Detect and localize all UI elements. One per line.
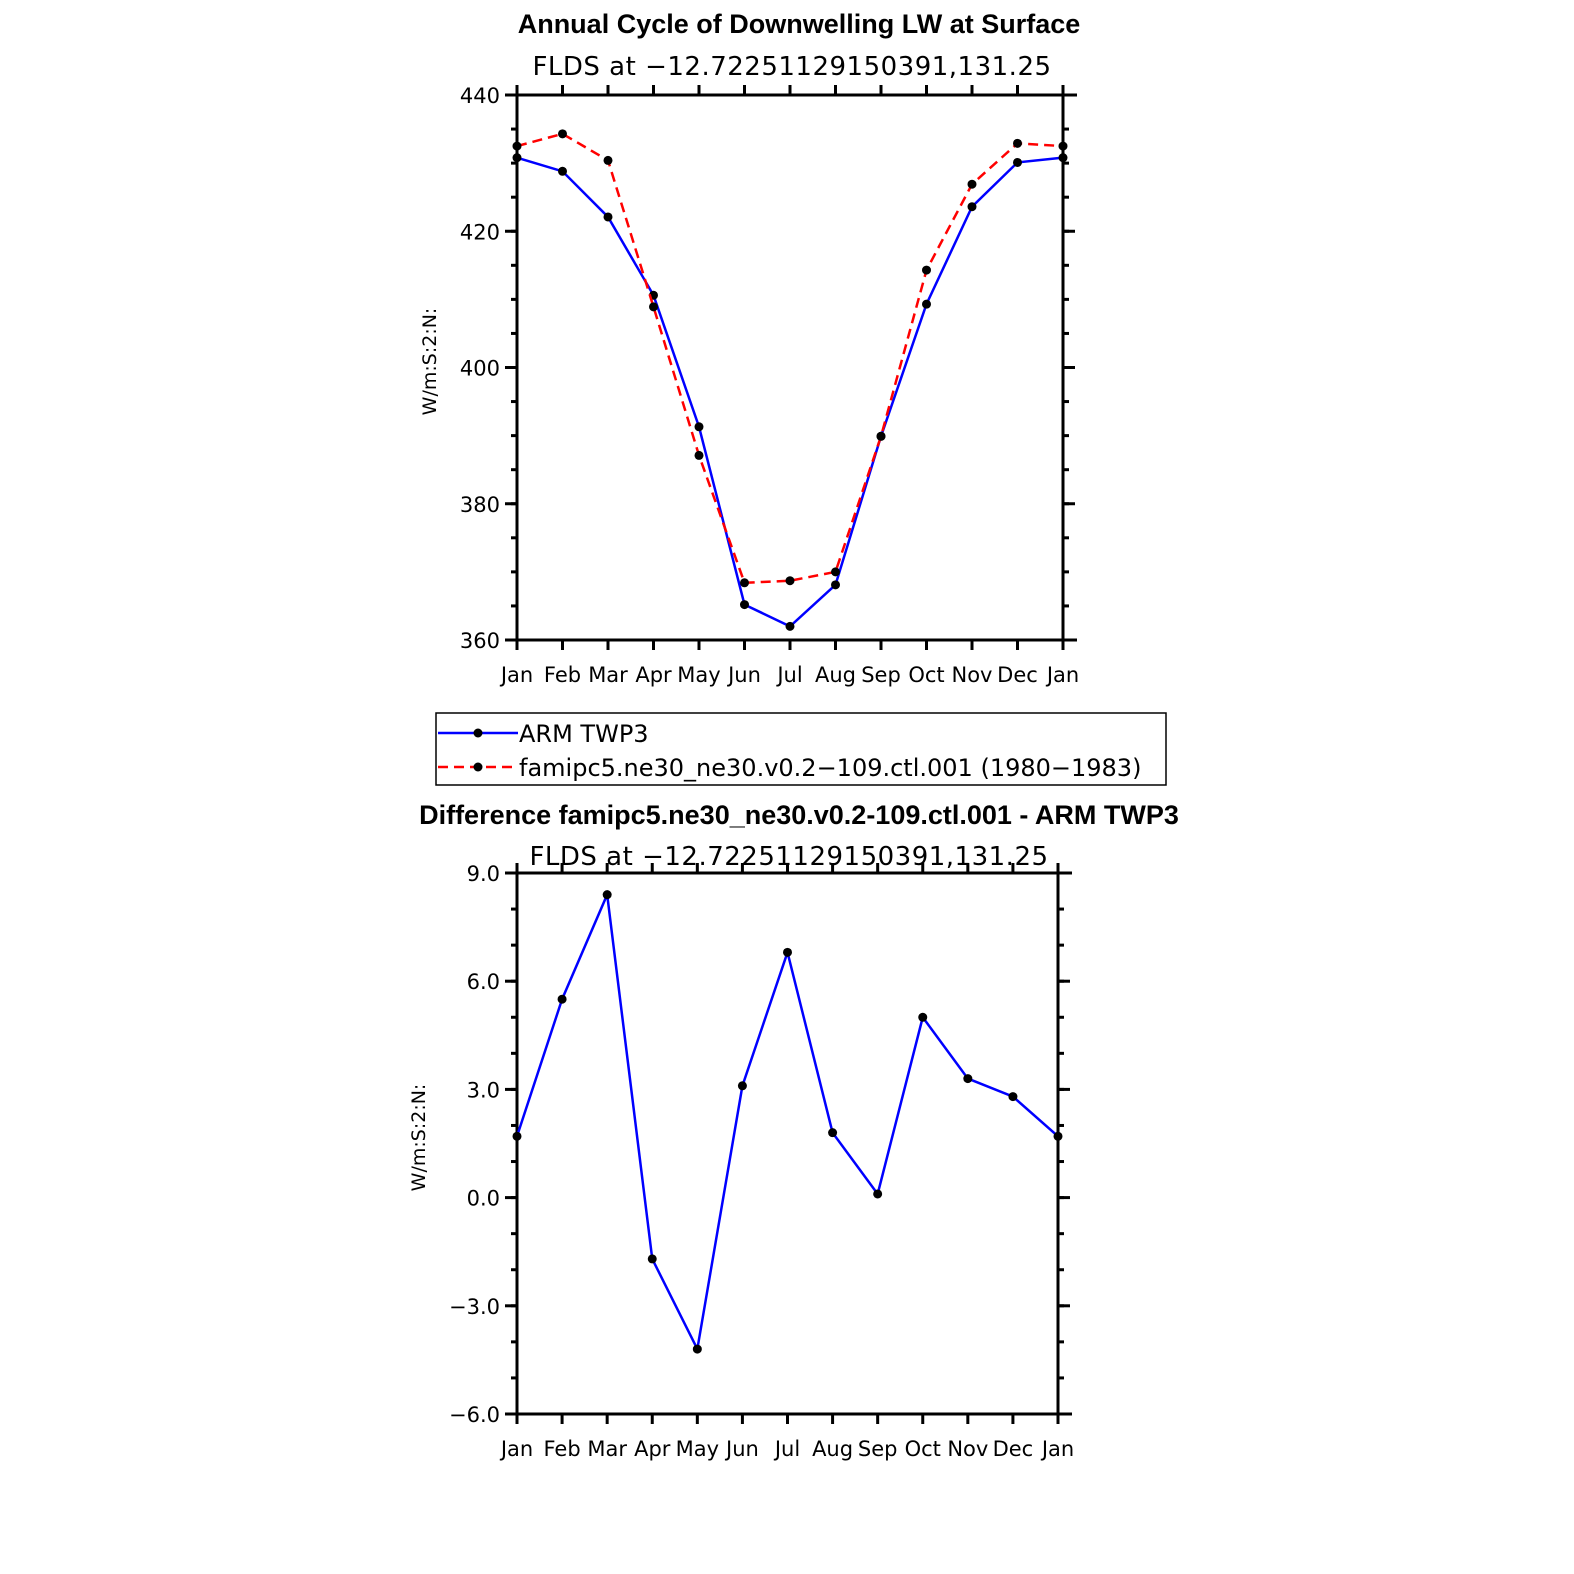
chart-2-xtick-label: Apr xyxy=(634,1437,671,1461)
chart-1-xtick-label: Mar xyxy=(588,663,628,687)
chart-2-xtick-label: May xyxy=(676,1437,719,1461)
chart-1-xtick-label: Oct xyxy=(908,663,944,687)
chart-2-series-0-point xyxy=(647,1254,657,1264)
chart-1-series-1-point xyxy=(1058,141,1068,151)
chart-2-ytick-label: 0.0 xyxy=(467,1187,500,1211)
chart-2-xtick-label: Mar xyxy=(587,1437,627,1461)
chart-2-ytick-label: −6.0 xyxy=(449,1403,500,1427)
chart-1-series-1-point xyxy=(922,265,931,275)
chart-1-subtitle: FLDS at −12.72251129150391,131.25 xyxy=(532,52,1051,82)
chart-1-series-1-point xyxy=(876,431,886,441)
legend-box xyxy=(435,712,1167,786)
legend-swatch-arm-marker xyxy=(473,728,483,738)
chart-2-series-0-line xyxy=(515,889,1059,1354)
chart-1-ytick-label: 440 xyxy=(460,84,500,108)
chart-2-series-0-point xyxy=(873,1189,883,1199)
chart-1-series-0-line xyxy=(516,156,1064,628)
chart-2-xtick-label: Aug xyxy=(812,1437,853,1461)
chart-1-series-1-point xyxy=(694,450,704,460)
chart-1-series-1-point xyxy=(512,141,522,151)
chart-2-xtick-label: Jun xyxy=(724,1437,759,1461)
chart-2-series-0-point xyxy=(692,1344,702,1354)
chart-2-series-0-point xyxy=(1008,1092,1018,1102)
chart-2-ytick-label: 6.0 xyxy=(467,970,500,994)
chart-2-series-0-point xyxy=(783,947,792,957)
chart-2-xtick-label: Dec xyxy=(993,1437,1034,1461)
chart-1-series-0-point xyxy=(740,600,749,610)
chart-1-series-1-point xyxy=(967,179,977,189)
chart-1-xtick-label: Aug xyxy=(815,663,856,687)
chart-1-series-1-line xyxy=(516,132,1064,585)
chart-1-series-0-point xyxy=(558,166,567,176)
chart-2-series-0-point xyxy=(737,1081,747,1091)
chart-1-series-0-point xyxy=(1058,153,1068,163)
chart-2-series-0-point xyxy=(828,1128,838,1138)
chart-1-xtick-label: May xyxy=(677,663,720,687)
chart-2-series-0-point xyxy=(1053,1131,1063,1141)
chart-1-series-0-point xyxy=(967,202,977,212)
chart-1-xtick-label: Apr xyxy=(635,663,672,687)
chart-2-series-0-point xyxy=(557,994,567,1004)
chart-1-series-1-point xyxy=(831,567,840,577)
chart-1-series-1-point xyxy=(649,302,658,312)
chart-1-y-axis-label: W/m:S:2:N: xyxy=(419,308,441,416)
chart-1-xtick-label: Dec xyxy=(997,663,1038,687)
chart-2-xtick-label: Jan xyxy=(499,1437,533,1461)
chart-2-ytick-label: 3.0 xyxy=(467,1078,500,1102)
chart-1-plot: Jan Feb Mar Apr May Jun Jul Aug Sep Oct Nov Dec Jan 3… xyxy=(419,84,1079,687)
chart-2-xtick-label: Jul xyxy=(773,1437,800,1461)
chart-2-series-0-point xyxy=(602,890,612,900)
chart-1-series-1-point xyxy=(785,576,795,586)
legend-label-model: famipc5.ne30_ne30.v0.2−109.ctl.001 (1980… xyxy=(519,754,1141,782)
chart-1-series-0-point xyxy=(1013,157,1022,167)
legend-label-arm: ARM TWP3 xyxy=(519,720,649,748)
chart-1-xtick-label: Nov xyxy=(952,663,993,687)
chart-2-series-0-point xyxy=(963,1074,973,1084)
chart-2-ytick-label: −3.0 xyxy=(449,1295,500,1319)
chart-1-ytick-label: 380 xyxy=(460,493,500,517)
chart-1-ytick-label: 420 xyxy=(460,220,500,244)
chart-1-title: Annual Cycle of Downwelling LW at Surfac… xyxy=(518,9,1081,39)
chart-1-xtick-label: Sep xyxy=(861,663,901,687)
chart-2-xtick-label: Nov xyxy=(947,1437,988,1461)
chart-1-series-0-point xyxy=(785,621,795,631)
chart-1-xtick-label: Jul xyxy=(775,663,802,687)
chart-2-xtick-label: Feb xyxy=(543,1437,580,1461)
chart-1-series-0-point xyxy=(831,580,840,590)
chart-1-legend: ARM TWP3 famipc5.ne30_ne30.v0.2−109.ctl.… xyxy=(435,712,1167,786)
chart-1-xtick-label: Feb xyxy=(544,663,581,687)
chart-1-series-0-point xyxy=(922,299,931,309)
chart-2-xtick-label: Jan xyxy=(1040,1437,1074,1461)
chart-1-xtick-label: Jan xyxy=(1045,663,1079,687)
chart-1-series-0-point xyxy=(512,153,522,163)
chart-2-ytick-label: 9.0 xyxy=(467,862,500,886)
chart-2-y-axis-label: W/m:S:2:N: xyxy=(408,1084,430,1192)
chart-1-ytick-label: 400 xyxy=(460,357,500,381)
chart-1-series-1-point xyxy=(1013,138,1022,148)
chart-2-xtick-label: Sep xyxy=(858,1437,898,1461)
chart-2-plot: Jan Feb Mar Apr May Jun Jul Aug Sep Oct Nov Dec Jan−… xyxy=(408,862,1074,1461)
chart-1-series-1-point xyxy=(740,578,749,588)
chart-1-ytick-label: 360 xyxy=(460,629,500,653)
chart-1-xtick-label: Jun xyxy=(726,663,761,687)
chart-2-xtick-label: Oct xyxy=(905,1437,941,1461)
chart-2-series-0-point xyxy=(512,1131,522,1141)
legend-swatch-model-marker xyxy=(473,762,483,772)
chart-2-title: Difference famipc5.ne30_ne30.v0.2-109.ct… xyxy=(419,800,1179,830)
chart-1-series-0-point xyxy=(694,422,704,432)
chart-1-xtick-label: Jan xyxy=(499,663,533,687)
chart-1-series-1-point xyxy=(603,155,613,165)
chart-1-series-0-point xyxy=(603,212,613,222)
chart-2-series-0-point xyxy=(918,1012,928,1022)
chart-1-series-1-point xyxy=(558,129,567,139)
